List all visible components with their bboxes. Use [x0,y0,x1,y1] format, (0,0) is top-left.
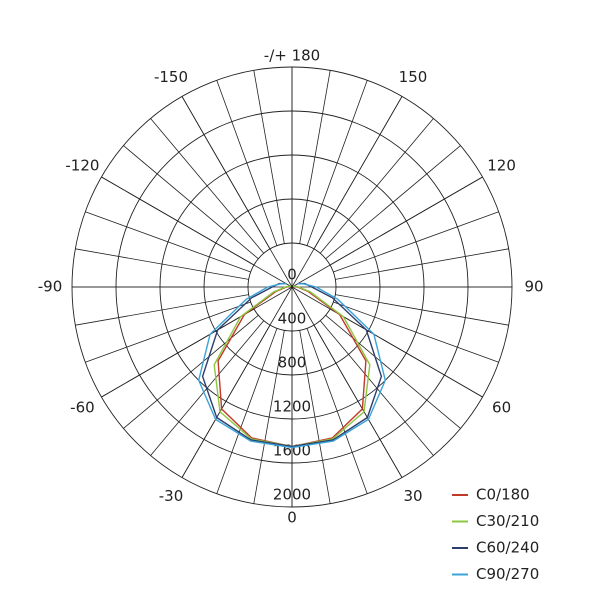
angle-tick-label: 150 [399,68,428,86]
angle-tick-label: -/+ 180 [264,47,320,65]
angle-tick-label: 0 [287,509,297,527]
angle-grid-line [291,176,483,288]
series-line [197,283,387,449]
angle-grid-line [101,286,293,398]
angle-tick-label: 30 [403,487,422,505]
legend-label: C30/210 [476,512,539,530]
angle-tick-label: -60 [70,399,95,417]
angle-grid-line [181,96,293,288]
angle-tick-label: -150 [154,68,188,86]
angle-tick-label: -90 [38,278,63,296]
angle-grid-line [181,286,293,478]
series-line [201,282,383,448]
angle-grid-line [291,286,403,478]
legend-label: C60/240 [476,539,539,557]
angle-tick-label: 120 [487,157,516,175]
angle-tick-label: 60 [492,399,511,417]
angle-grid-line [291,96,403,288]
angle-grid-line [291,286,483,398]
legend-label: C0/180 [476,486,530,504]
angle-tick-label: 90 [524,278,543,296]
angle-tick-label: -120 [65,157,99,175]
angle-grid-line [101,176,293,288]
angle-tick-label: -30 [159,487,184,505]
legend-label: C90/270 [476,565,539,583]
